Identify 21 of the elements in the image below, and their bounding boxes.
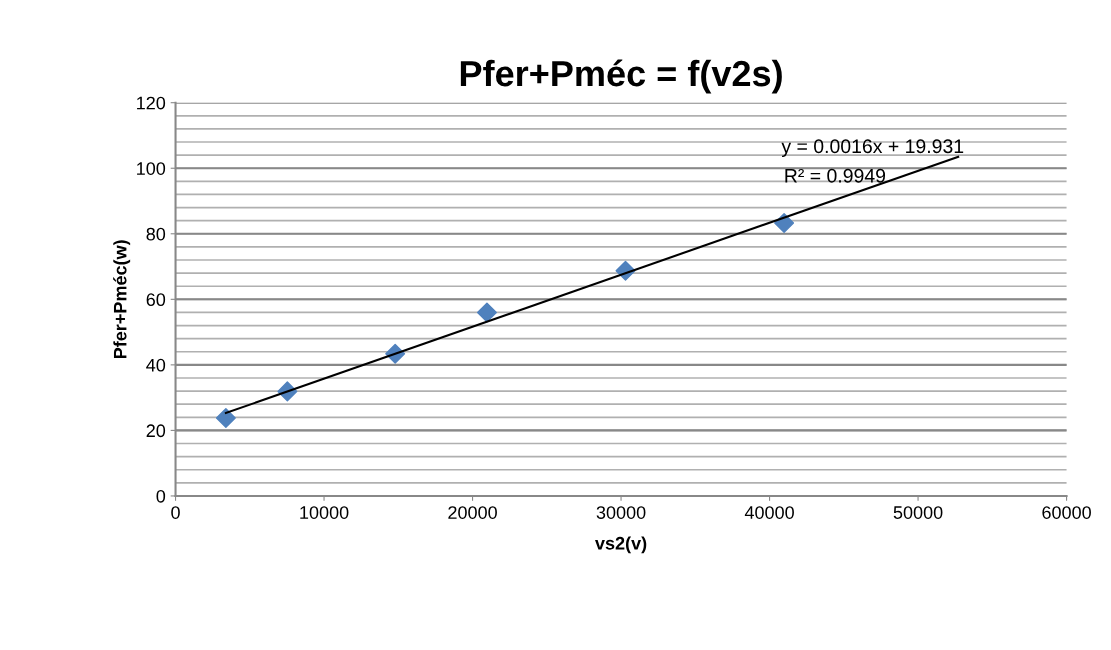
x-tick-label: 60000: [1042, 506, 1091, 519]
x-tick-label: 30000: [596, 506, 646, 519]
annotation: y = 0.0016x + 19.931: [781, 139, 964, 157]
y-tick-label: 120: [137, 96, 166, 110]
y-tick-label: 60: [146, 293, 166, 307]
chart-title: Pfer+Pméc = f(v2s): [460, 59, 782, 94]
x-tick-label: 50000: [893, 506, 943, 519]
y-tick-label: 0: [156, 489, 166, 503]
y-tick-label: 40: [146, 358, 166, 372]
annotation: R² = 0.9949: [785, 168, 886, 183]
x-tick-label: 40000: [744, 506, 794, 519]
x-tick-label: 10000: [300, 506, 349, 519]
y-tick-label: 100: [137, 162, 166, 175]
point: [476, 302, 497, 323]
y-axis-title: Pfer+Pméc(w): [113, 240, 131, 359]
y-tick-label: 20: [146, 424, 166, 438]
x-tick-label: 20000: [448, 506, 497, 519]
point: [215, 407, 236, 428]
x-tick-label: 0: [171, 506, 180, 519]
y-tick-label: 80: [146, 227, 166, 241]
x-axis-title: vs2(v): [595, 536, 647, 554]
